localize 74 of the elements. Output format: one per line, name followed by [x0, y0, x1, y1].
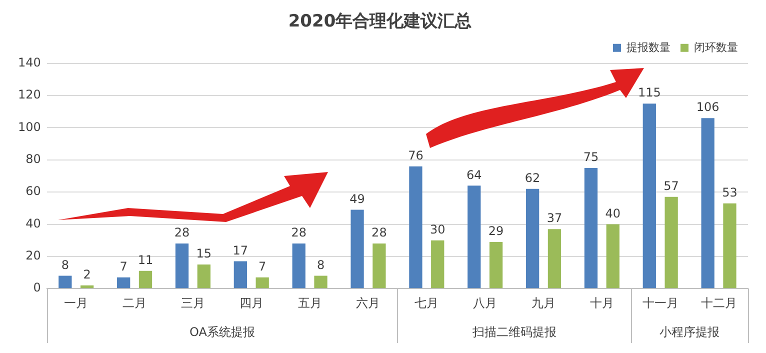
data-label: 17 — [232, 243, 248, 258]
data-label: 49 — [350, 192, 365, 206]
bar — [701, 118, 714, 288]
x-tick-label: 六月 — [356, 296, 380, 310]
y-tick-label: 0 — [33, 280, 41, 295]
data-label: 115 — [638, 86, 661, 100]
bar — [314, 276, 328, 288]
bar — [175, 244, 189, 288]
bar — [526, 188, 540, 288]
x-tick-label: 三月 — [180, 296, 205, 310]
data-label: 29 — [488, 224, 504, 238]
data-label: 8 — [61, 258, 69, 272]
chart-title: 2020年合理化建议汇总 — [288, 12, 472, 32]
data-label: 53 — [722, 185, 738, 200]
bar — [350, 210, 364, 288]
bar — [431, 240, 444, 288]
data-label: 28 — [372, 226, 387, 240]
x-tick-label: 九月 — [532, 296, 556, 310]
bar — [138, 270, 152, 288]
y-tick-label: 60 — [26, 184, 41, 198]
data-label: 40 — [605, 206, 621, 220]
x-tick-label: 十月 — [590, 296, 614, 310]
x-tick-label: 五月 — [298, 296, 322, 310]
x-tick-label: 十二月 — [700, 296, 737, 310]
bar — [117, 277, 130, 288]
bar — [642, 104, 656, 288]
x-tick-label: 四月 — [239, 296, 264, 310]
bar — [584, 168, 598, 288]
x-tick-label: 七月 — [414, 296, 439, 310]
data-label: 64 — [466, 168, 482, 182]
x-tick-label: 十一月 — [642, 296, 678, 310]
data-label: 2 — [83, 268, 91, 282]
data-label: 28 — [174, 226, 190, 240]
bar — [58, 276, 72, 288]
bar — [548, 229, 562, 288]
data-label: 37 — [546, 211, 562, 226]
x-tick-label: 一月 — [64, 296, 88, 310]
data-label: 8 — [316, 258, 325, 272]
y-tick-label: 40 — [26, 216, 41, 230]
y-tick-label: 120 — [18, 88, 41, 102]
data-label: 15 — [196, 246, 212, 261]
text: 小程序提报 — [660, 325, 720, 340]
bar — [372, 244, 386, 288]
data-label: 57 — [664, 179, 679, 194]
legend-label: 提报数量 — [626, 40, 670, 54]
text: 扫描二维码提报 — [471, 325, 556, 340]
y-tick-label: 140 — [18, 56, 41, 70]
text: OA系统提报 — [189, 325, 255, 340]
bar — [197, 264, 210, 288]
data-label: 7 — [120, 259, 128, 274]
bar — [409, 166, 422, 288]
bar — [489, 242, 503, 288]
bar — [664, 196, 678, 288]
x-tick-label: 二月 — [122, 296, 147, 310]
data-label: 62 — [524, 170, 540, 185]
data-label: 7 — [258, 259, 266, 274]
data-label: 11 — [138, 253, 154, 268]
bar — [468, 186, 481, 288]
data-label: 28 — [291, 226, 306, 240]
y-tick-label: 80 — [26, 152, 41, 166]
x-tick-label: 八月 — [473, 296, 498, 310]
bar — [256, 277, 269, 288]
data-label: 75 — [583, 150, 599, 164]
bar — [234, 261, 248, 288]
legend-label: 闭环数量 — [694, 40, 738, 54]
y-tick-label: 20 — [26, 248, 41, 263]
data-label: 106 — [696, 100, 720, 114]
data-label: 30 — [430, 222, 446, 236]
bar — [292, 244, 306, 288]
bar — [606, 224, 620, 288]
bar — [80, 285, 94, 288]
bar — [723, 203, 736, 288]
y-tick-label: 100 — [18, 120, 41, 134]
data-label: 76 — [408, 148, 424, 162]
